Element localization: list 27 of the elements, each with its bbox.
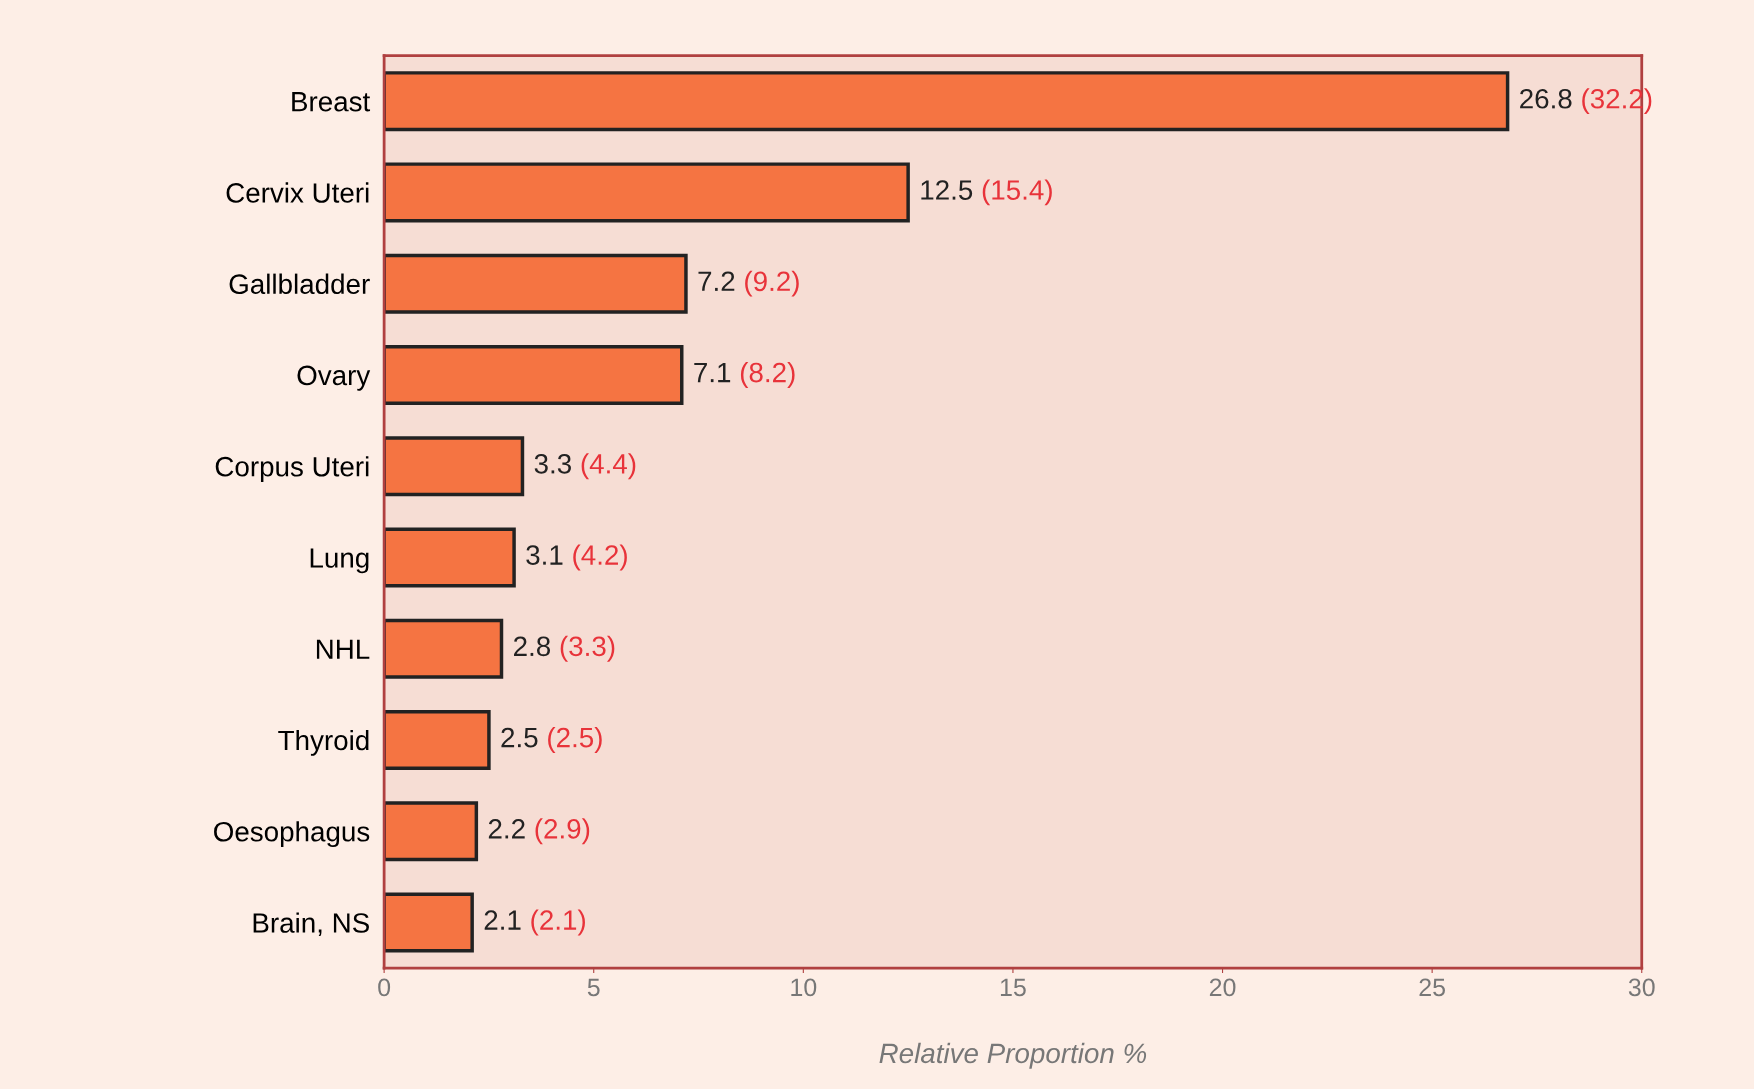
y-tick-label: Oesophagus <box>214 821 370 848</box>
y-tick-label: Corpus Uteri <box>215 456 369 483</box>
y-tick-label: Cervix Uteri <box>226 182 369 203</box>
y-tick-label: Brain, NS <box>253 912 369 937</box>
x-tick-label: 30 <box>1628 978 1655 997</box>
y-tick-label: Thyroid <box>278 729 369 756</box>
data-label: 3.3 (4.4) <box>534 453 636 480</box>
data-label: 2.2 (2.9) <box>488 818 590 845</box>
data-label: 7.1 (8.2) <box>694 362 795 388</box>
y-tick-label: Ovary <box>297 365 371 391</box>
y-tick-label: Lung <box>310 548 369 574</box>
x-tick-label: 15 <box>1000 978 1026 997</box>
x-tick-label: 25 <box>1419 978 1445 997</box>
data-label: 2.1 (2.1) <box>484 909 585 936</box>
x-tick-label: 10 <box>791 978 817 997</box>
x-axis-title: Relative Proportion % <box>879 1042 1147 1069</box>
data-label: 12.5 (15.4) <box>921 179 1052 206</box>
y-tick-label: Gallbladder <box>229 273 370 295</box>
y-tick-label: NHL <box>316 639 370 659</box>
x-tick-label: 5 <box>587 978 600 997</box>
data-label: 7.2 (9.2) <box>698 270 799 297</box>
data-label: 2.5 (2.5) <box>501 727 602 753</box>
data-label: 3.1 (4.2) <box>526 544 627 571</box>
x-tick-label: 0 <box>378 978 391 997</box>
x-tick-label: 20 <box>1209 978 1236 997</box>
y-tick-label: Breast <box>292 92 371 112</box>
data-label: 2.8 (3.3) <box>514 635 615 662</box>
